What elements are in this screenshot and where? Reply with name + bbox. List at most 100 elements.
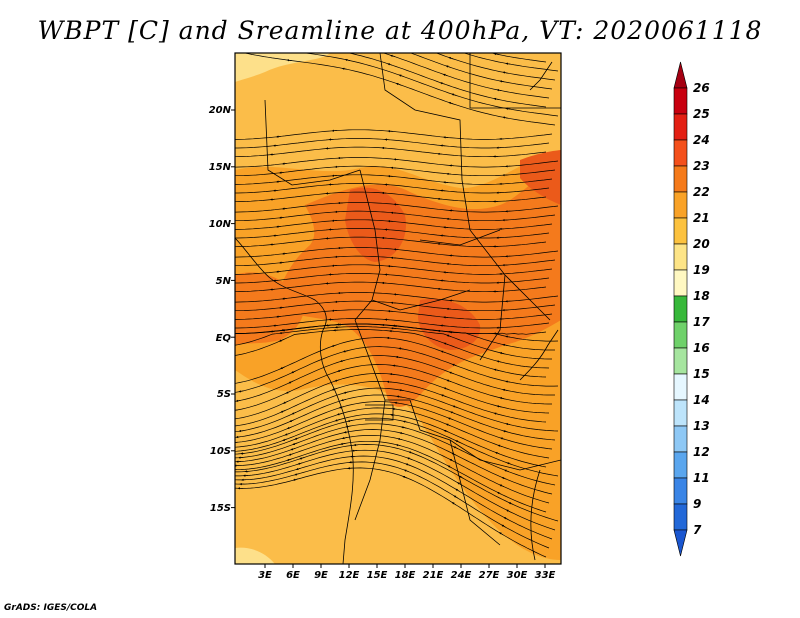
- streamline-arrow: [499, 437, 506, 440]
- streamline-arrow: [448, 57, 454, 60]
- streamline-arrow: [446, 379, 452, 383]
- colorbar-swatch: [673, 217, 688, 245]
- colorbar-swatch: [673, 451, 688, 479]
- colorbar-label: 12: [693, 445, 710, 459]
- colorbar-label: 24: [693, 133, 710, 147]
- streamline-arrow: [233, 50, 237, 51]
- streamline-arrow: [398, 389, 404, 392]
- streamline-arrow: [502, 388, 508, 392]
- streamline-arrow: [502, 430, 508, 433]
- streamline-arrow: [336, 413, 342, 416]
- streamline-arrow: [447, 417, 453, 420]
- colorbar-label: 11: [693, 471, 710, 485]
- streamline-arrow: [499, 352, 505, 355]
- streamline-arrow: [493, 368, 499, 371]
- colorbar-swatch: [673, 503, 688, 531]
- streamline-arrow: [402, 475, 408, 479]
- streamline: [235, 355, 555, 402]
- streamline-arrow: [344, 58, 350, 62]
- streamline-arrow: [393, 401, 400, 405]
- colorbar-label: 21: [693, 211, 710, 225]
- streamline: [382, 53, 550, 99]
- wbpt-shading: [235, 53, 561, 564]
- streamline-arrow: [294, 437, 300, 440]
- streamline: [235, 346, 559, 393]
- colorbar-label: 22: [693, 185, 710, 199]
- streamline-arrow: [506, 462, 512, 465]
- lon-label: 9E: [314, 570, 328, 581]
- colorbar-swatch: [673, 399, 688, 427]
- streamline-arrow: [455, 488, 460, 492]
- grads-credit: GrADS: IGES/COLA: [4, 603, 98, 613]
- colorbar-label: 13: [693, 419, 710, 433]
- streamline-arrow: [281, 162, 288, 165]
- streamline-arrow: [343, 431, 349, 434]
- streamline-arrow: [446, 334, 452, 338]
- streamline-arrow: [503, 517, 509, 520]
- streamline-arrow: [288, 380, 294, 384]
- streamline-arrow: [452, 49, 456, 50]
- streamline-arrow: [231, 419, 235, 420]
- streamline-arrow: [334, 419, 340, 422]
- streamline-arrow: [334, 50, 338, 51]
- streamline: [235, 394, 556, 441]
- colorbar-swatch: [673, 269, 688, 297]
- streamline-arrow: [504, 380, 511, 383]
- streamline-arrow: [282, 438, 288, 441]
- streamline: [490, 53, 547, 63]
- streamlines: [231, 49, 559, 558]
- streamline-arrow: [493, 412, 499, 415]
- lat-label: 5N: [215, 276, 231, 287]
- streamline-arrow: [440, 394, 446, 397]
- streamline-arrow: [496, 360, 502, 363]
- streamline-arrow: [496, 405, 502, 408]
- streamline-arrow: [456, 482, 462, 486]
- streamline-arrow: [395, 444, 401, 447]
- streamline-arrow: [280, 329, 286, 332]
- colorbar-label: 19: [693, 263, 710, 277]
- streamline-arrow: [295, 467, 301, 470]
- streamline-arrow: [290, 447, 296, 451]
- streamline: [409, 53, 553, 90]
- streamline-arrow: [386, 63, 393, 66]
- streamline-arrow: [443, 387, 449, 390]
- streamline-arrow: [505, 107, 511, 110]
- colorbar-label: 17: [693, 315, 710, 329]
- streamline-arrow: [452, 405, 458, 408]
- streamline: [235, 461, 550, 549]
- streamline-arrow: [402, 420, 408, 423]
- streamline-arrow: [278, 306, 285, 309]
- colorbar-label: 9: [693, 497, 702, 511]
- streamline-arrow: [396, 395, 402, 398]
- streamline-arrow: [340, 398, 347, 402]
- streamline-arrow: [238, 429, 244, 433]
- streamline: [235, 423, 556, 486]
- streamline-arrow: [341, 436, 347, 440]
- streamline-arrow: [443, 342, 449, 346]
- streamline-arrow: [499, 484, 505, 488]
- streamline: [235, 429, 553, 495]
- streamline: [235, 401, 553, 450]
- streamline-arrow: [291, 411, 297, 415]
- streamline-arrow: [288, 453, 294, 456]
- streamline-arrow: [440, 350, 446, 354]
- streamline: [235, 387, 559, 433]
- streamline: [463, 53, 559, 72]
- streamline: [347, 53, 547, 108]
- lon-label: 21E: [422, 570, 444, 581]
- streamline-arrow: [345, 425, 351, 428]
- streamline-arrow: [280, 410, 286, 413]
- colorbar-swatch: [673, 191, 688, 219]
- colorbar-swatch: [673, 425, 688, 453]
- streamline-arrow: [286, 458, 292, 461]
- streamline-arrow: [278, 261, 285, 264]
- streamline-arrow: [498, 532, 504, 536]
- colorbar: [673, 61, 688, 557]
- streamline-arrow: [297, 462, 303, 465]
- streamline-arrow: [339, 359, 346, 362]
- streamline-arrow: [499, 397, 505, 400]
- streamline: [235, 449, 556, 531]
- streamline-arrow: [331, 388, 337, 391]
- streamline-arrow: [281, 207, 288, 210]
- streamline-arrow: [389, 413, 396, 416]
